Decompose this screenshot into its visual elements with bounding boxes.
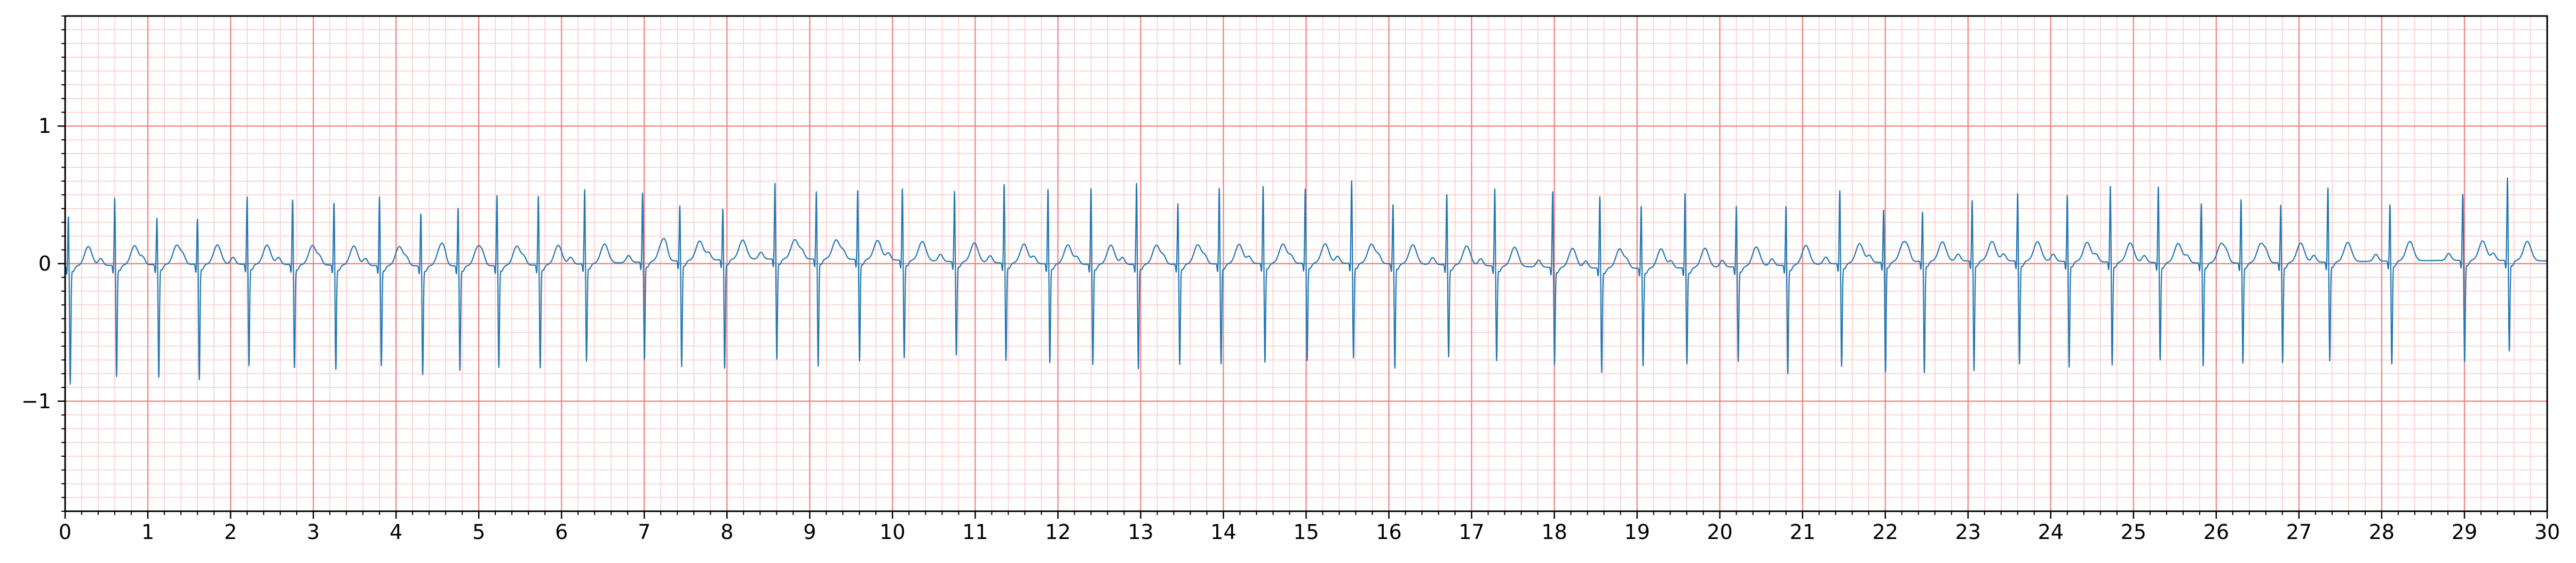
- x-axis: 0 1 2 3 4 5 6 7 8 9 10 11 12 13 14 15 16 17 18 19 20 21 22 23 24…: [59, 511, 2560, 544]
- y-tick-label: −1: [21, 390, 51, 413]
- x-tick-label: 17: [1459, 520, 1484, 544]
- x-tick-label: 5: [472, 520, 485, 544]
- x-tick-label: 11: [962, 520, 988, 544]
- x-tick-label: 0: [59, 520, 72, 544]
- x-tick-label: 25: [2121, 520, 2146, 544]
- y-axis: −1 0 1: [21, 15, 65, 512]
- x-tick-label: 26: [2204, 520, 2229, 544]
- ecg-trace: [65, 177, 2548, 385]
- x-tick-label: 6: [555, 520, 568, 544]
- x-tick-label: 30: [2534, 520, 2560, 544]
- x-tick-label: 2: [224, 520, 237, 544]
- x-tick-label: 29: [2452, 520, 2477, 544]
- x-tick-label: 23: [1955, 520, 1981, 544]
- x-tick-label: 15: [1293, 520, 1319, 544]
- x-tick-label: 19: [1624, 520, 1650, 544]
- x-tick-label: 14: [1210, 520, 1236, 544]
- y-tick-label: 1: [38, 114, 51, 138]
- x-tick-label: 4: [390, 520, 402, 544]
- x-tick-label: 13: [1128, 520, 1153, 544]
- x-tick-label: 24: [2038, 520, 2064, 544]
- x-tick-label: 22: [1873, 520, 1898, 544]
- x-tick-label: 20: [1707, 520, 1732, 544]
- ecg-trace-group: [65, 177, 2548, 385]
- y-tick-label: 0: [38, 252, 51, 275]
- x-tick-label: 28: [2369, 520, 2395, 544]
- x-tick-label: 16: [1376, 520, 1401, 544]
- x-tick-label: 7: [638, 520, 651, 544]
- x-tick-label: 1: [141, 520, 154, 544]
- x-tick-label: 3: [307, 520, 320, 544]
- x-tick-label: 27: [2286, 520, 2312, 544]
- x-tick-label: 8: [720, 520, 733, 544]
- x-tick-label: 18: [1541, 520, 1567, 544]
- x-tick-label: 21: [1790, 520, 1816, 544]
- x-tick-label: 12: [1045, 520, 1071, 544]
- x-tick-label: 9: [803, 520, 816, 544]
- x-tick-label: 10: [879, 520, 905, 544]
